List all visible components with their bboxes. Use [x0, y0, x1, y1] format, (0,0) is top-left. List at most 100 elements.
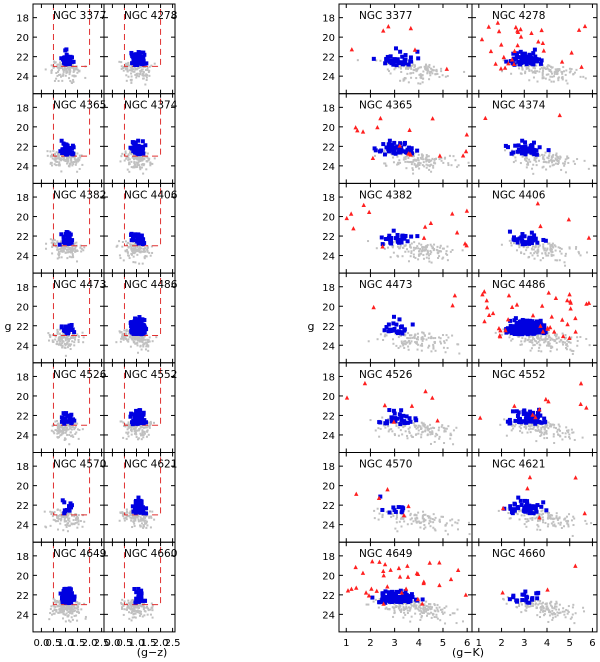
background-point: [409, 514, 412, 517]
panel-left-ngc-4365: [46, 93, 91, 173]
background-point: [527, 67, 530, 70]
background-point: [557, 77, 560, 80]
background-point: [427, 164, 430, 167]
selected-gc-point: [59, 138, 64, 143]
background-point: [52, 340, 55, 343]
red-triangle-point: [505, 317, 511, 322]
selection-box: [52, 4, 91, 67]
background-point: [447, 164, 450, 167]
background-point: [59, 509, 62, 512]
background-point: [431, 430, 434, 433]
background-point: [132, 425, 135, 428]
background-point: [65, 70, 68, 73]
background-point: [449, 432, 452, 435]
background-point: [413, 424, 416, 427]
red-triangle-point: [486, 312, 492, 318]
selected-gc-point: [386, 236, 391, 241]
background-point: [567, 429, 570, 432]
background-point: [523, 252, 526, 255]
background-point: [77, 523, 80, 526]
red-triangle-point: [385, 487, 390, 492]
background-point: [140, 340, 143, 343]
background-point: [432, 345, 435, 348]
background-point: [145, 520, 148, 523]
selected-gc-point: [519, 145, 524, 150]
background-point: [570, 428, 573, 431]
background-point: [429, 164, 432, 167]
panel-right-ngc-4365: [353, 115, 470, 175]
background-point: [144, 250, 147, 253]
background-point: [379, 59, 382, 62]
background-point: [404, 343, 407, 346]
selected-gc-point: [396, 505, 401, 510]
background-point: [524, 158, 527, 161]
background-point: [547, 157, 550, 160]
background-point: [430, 337, 433, 340]
background-point: [138, 338, 141, 341]
background-point: [407, 260, 410, 263]
selected-gc-point: [520, 242, 525, 247]
background-point: [126, 432, 129, 435]
selected-gc-point: [59, 232, 64, 237]
background-point: [452, 443, 455, 446]
selected-gc-point: [132, 414, 137, 419]
background-point: [545, 344, 548, 347]
background-point: [411, 161, 414, 164]
background-point: [50, 69, 53, 72]
background-point: [383, 243, 386, 246]
background-point: [51, 241, 54, 244]
background-point: [395, 517, 398, 520]
background-point: [397, 66, 400, 69]
selected-gc-point: [379, 235, 384, 240]
background-point: [439, 337, 442, 340]
background-point: [81, 331, 84, 334]
selected-gc-point: [514, 320, 519, 325]
background-point: [149, 254, 152, 257]
background-point: [70, 160, 73, 163]
background-point: [144, 426, 147, 429]
red-triangle-point: [565, 297, 570, 303]
background-point: [563, 162, 566, 165]
selected-gc-point: [400, 54, 405, 59]
background-point: [422, 161, 425, 164]
selected-gc-point: [142, 52, 147, 57]
background-point: [421, 336, 424, 339]
background-point: [419, 162, 422, 165]
background-point: [45, 526, 48, 529]
selected-gc-point: [511, 324, 516, 329]
selected-gc-point: [143, 511, 148, 516]
background-point: [49, 238, 52, 241]
selected-gc-point: [142, 318, 147, 323]
background-point: [142, 157, 145, 160]
background-point: [77, 520, 80, 523]
selected-gc-point: [133, 418, 138, 423]
background-point: [66, 341, 69, 344]
background-point: [134, 68, 137, 71]
red-triangle-point: [428, 220, 434, 226]
background-point: [146, 246, 149, 249]
background-point: [428, 66, 431, 69]
background-point: [555, 348, 558, 351]
background-point: [512, 161, 515, 164]
background-point: [129, 513, 132, 516]
panel-left-ngc-4486: [115, 273, 162, 354]
selected-gc-point: [383, 61, 388, 66]
background-point: [527, 163, 530, 166]
background-point: [71, 164, 74, 167]
background-point: [64, 339, 67, 342]
red-triangle-point: [488, 48, 494, 54]
selected-gc-point: [68, 150, 73, 155]
selected-gc-point: [517, 416, 522, 421]
background-point: [428, 427, 431, 430]
background-point: [407, 332, 410, 335]
selected-gc-point: [409, 234, 414, 239]
background-point: [547, 252, 550, 255]
background-point: [508, 336, 511, 339]
selected-gc-point: [141, 50, 146, 55]
background-point: [134, 67, 137, 70]
background-point: [73, 427, 76, 430]
background-point: [50, 241, 53, 244]
background-point: [62, 73, 65, 76]
background-point: [543, 154, 546, 157]
selected-gc-point: [398, 49, 403, 54]
